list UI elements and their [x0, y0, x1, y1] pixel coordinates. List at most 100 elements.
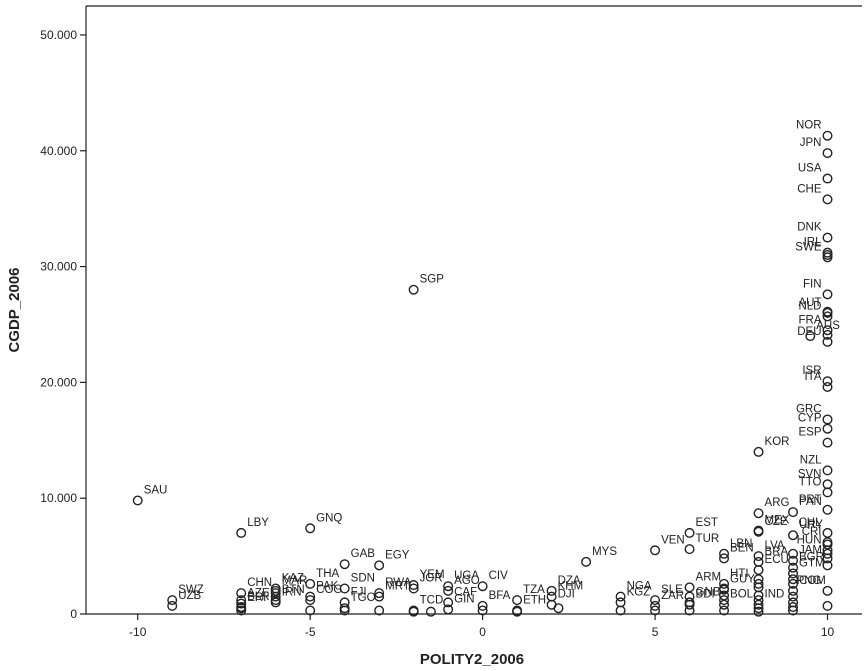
point-label: TZA — [523, 584, 545, 596]
point-label: LBY — [247, 517, 269, 529]
data-point — [305, 605, 316, 616]
point-label: ECU — [765, 554, 789, 566]
point-label: USA — [798, 163, 822, 175]
point-label: KOR — [765, 436, 790, 448]
data-point — [512, 595, 523, 606]
data-point — [719, 605, 730, 616]
data-point — [822, 585, 833, 596]
y-tick-label: 40.000 — [40, 144, 77, 158]
data-point — [753, 556, 764, 567]
data-point — [374, 591, 385, 602]
point-label: ZAR — [661, 590, 684, 602]
data-point — [788, 548, 799, 559]
point-label: BRA — [765, 546, 789, 558]
data-point — [408, 583, 419, 594]
data-point — [788, 530, 799, 541]
point-label: NLD — [798, 300, 821, 312]
point-label: ERI — [247, 592, 266, 604]
point-label: LBN — [730, 538, 752, 550]
data-point — [822, 465, 833, 476]
data-point — [822, 247, 833, 258]
data-point — [477, 600, 488, 611]
data-point — [753, 606, 764, 617]
point-label: SVN — [798, 468, 822, 480]
point-label: ISR — [802, 365, 821, 377]
data-point — [270, 585, 281, 596]
point-label: SGP — [420, 274, 445, 286]
data-point — [822, 307, 833, 318]
point-label: TUR — [696, 533, 720, 545]
point-label: BEN — [730, 542, 754, 554]
point-label: THA — [316, 568, 339, 580]
axis-frame — [85, 6, 862, 615]
point-label: FJI — [351, 586, 367, 598]
data-point — [822, 194, 833, 205]
data-point — [684, 527, 695, 538]
data-point — [822, 560, 833, 571]
data-point — [443, 581, 454, 592]
point-label: PRT — [799, 494, 822, 506]
point-label: PAK — [316, 581, 338, 593]
data-point — [822, 311, 833, 322]
data-point — [546, 599, 557, 610]
point-label: PAN — [799, 496, 822, 508]
point-label: NGA — [627, 581, 652, 593]
x-tick-label: -10 — [129, 625, 147, 639]
data-point — [822, 545, 833, 556]
data-point — [719, 584, 730, 595]
x-tick-label: 10 — [821, 625, 835, 639]
data-point — [822, 437, 833, 448]
point-label: BLR — [247, 591, 269, 603]
point-label: PNG — [797, 575, 822, 587]
point-label: FRA — [799, 314, 822, 326]
x-tick-label: -5 — [305, 625, 316, 639]
point-label: ITA — [804, 371, 821, 383]
data-point — [788, 562, 799, 573]
data-point — [788, 585, 799, 596]
y-axis-title: CGDP_2006 — [6, 267, 23, 352]
point-label: CRI — [802, 526, 822, 538]
point-label: CHL — [798, 517, 822, 529]
axes — [85, 5, 862, 615]
point-label: CIV — [489, 570, 509, 582]
point-label: ESP — [798, 427, 821, 439]
data-point — [788, 578, 799, 589]
point-label: IRN — [282, 586, 302, 598]
point-label: KHM — [558, 581, 584, 593]
data-point — [443, 604, 454, 615]
point-label: IRL — [804, 237, 823, 249]
y-tick-label: 50.000 — [40, 28, 77, 42]
point-label: BTN — [282, 584, 305, 596]
point-label: GNB — [696, 586, 721, 598]
data-point — [615, 597, 626, 608]
data-point — [650, 600, 661, 611]
point-label: LVA — [765, 540, 785, 552]
data-point — [374, 605, 385, 616]
data-point — [374, 588, 385, 599]
y-tick-label: 30.000 — [40, 260, 77, 274]
data-point — [477, 581, 488, 592]
data-point — [822, 232, 833, 243]
point-label: DNK — [797, 222, 822, 234]
point-label: FIN — [803, 278, 822, 290]
x-tick-label: 0 — [479, 625, 486, 639]
point-label: HTI — [730, 568, 749, 580]
data-point — [270, 597, 281, 608]
data-point — [753, 564, 764, 575]
data-point — [753, 526, 764, 537]
data-point — [339, 583, 350, 594]
point-label: UZB — [178, 590, 201, 602]
data-point — [822, 289, 833, 300]
point-label: GTM — [799, 557, 825, 569]
data-point — [719, 548, 730, 559]
data-point — [753, 599, 764, 610]
data-point — [753, 551, 764, 562]
data-point — [822, 336, 833, 347]
data-point — [753, 446, 764, 457]
y-tick-label: 10.000 — [40, 491, 77, 505]
data-point — [650, 605, 661, 616]
point-label: MYS — [592, 546, 617, 558]
point-label: KGZ — [627, 586, 651, 598]
x-axis-title: POLITY2_2006 — [420, 651, 524, 668]
data-point — [650, 545, 661, 556]
